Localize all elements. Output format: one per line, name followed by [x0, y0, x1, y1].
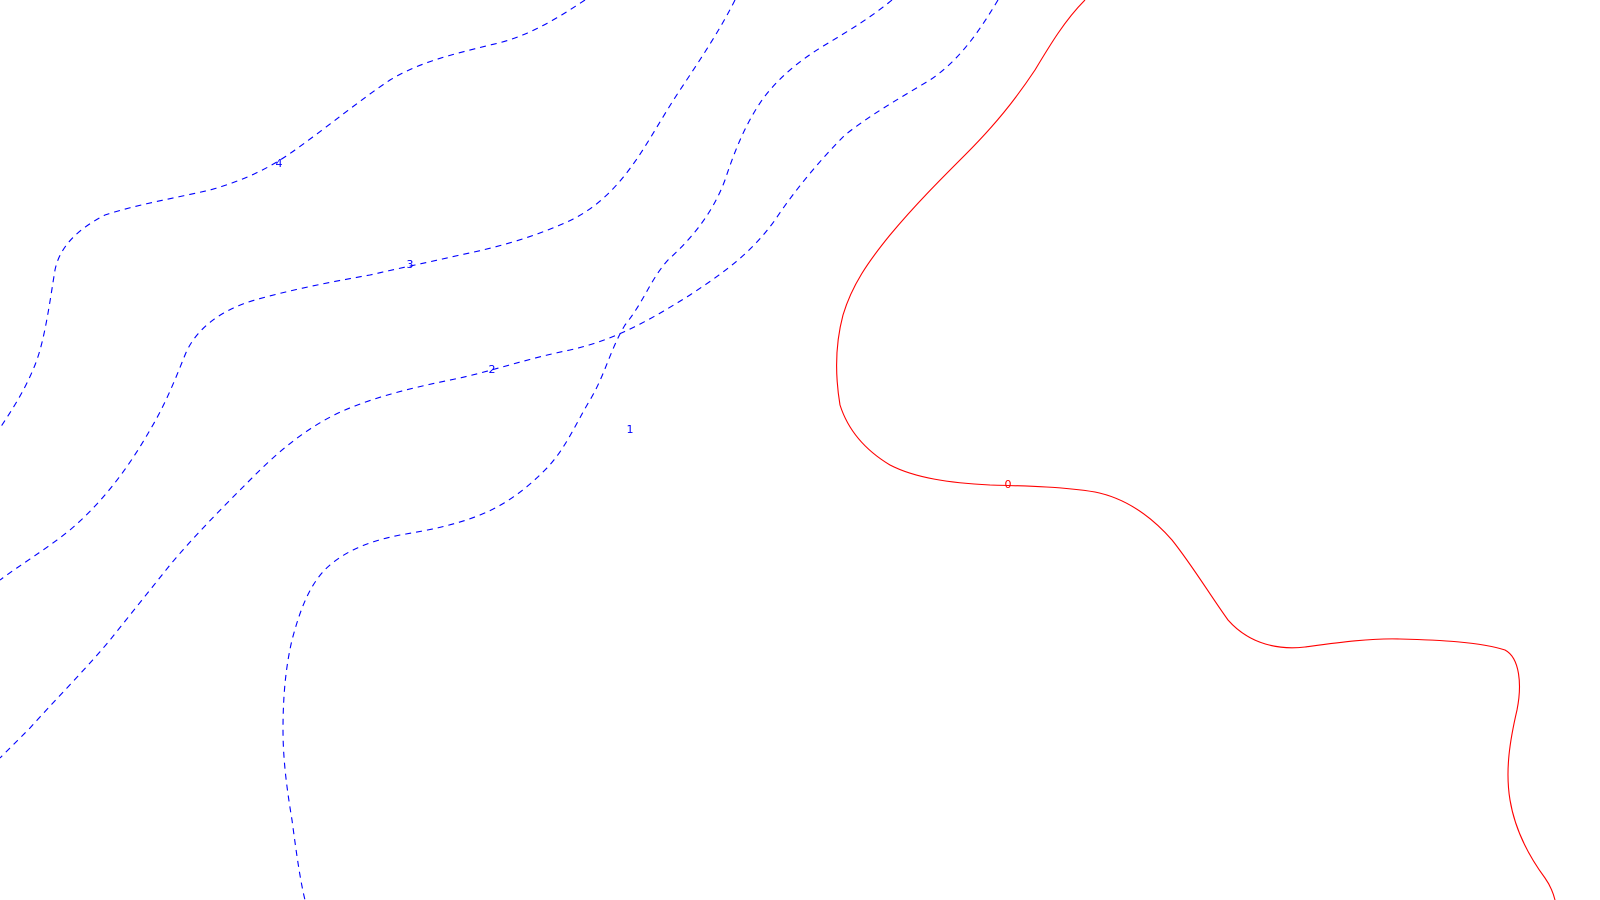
contour-line-3 — [0, 0, 736, 581]
contour-label-1: 1 — [627, 423, 634, 436]
contour-line-2 — [0, 0, 999, 759]
contour-3: 3 — [0, 0, 736, 581]
contour-label-3: 3 — [407, 258, 414, 271]
contour-label-4: 4 — [276, 157, 283, 170]
contour-2: 2 — [0, 0, 999, 759]
contour-label-0: 0 — [1005, 478, 1012, 491]
contour-4: 4 — [0, 0, 586, 429]
contour-line-4 — [0, 0, 586, 429]
contour-0: 0 — [836, 0, 1556, 900]
contour-label-2: 2 — [489, 363, 496, 376]
contour-line-0 — [836, 0, 1556, 900]
contour-line-1 — [282, 0, 893, 900]
contour-1: 1 — [282, 0, 893, 900]
